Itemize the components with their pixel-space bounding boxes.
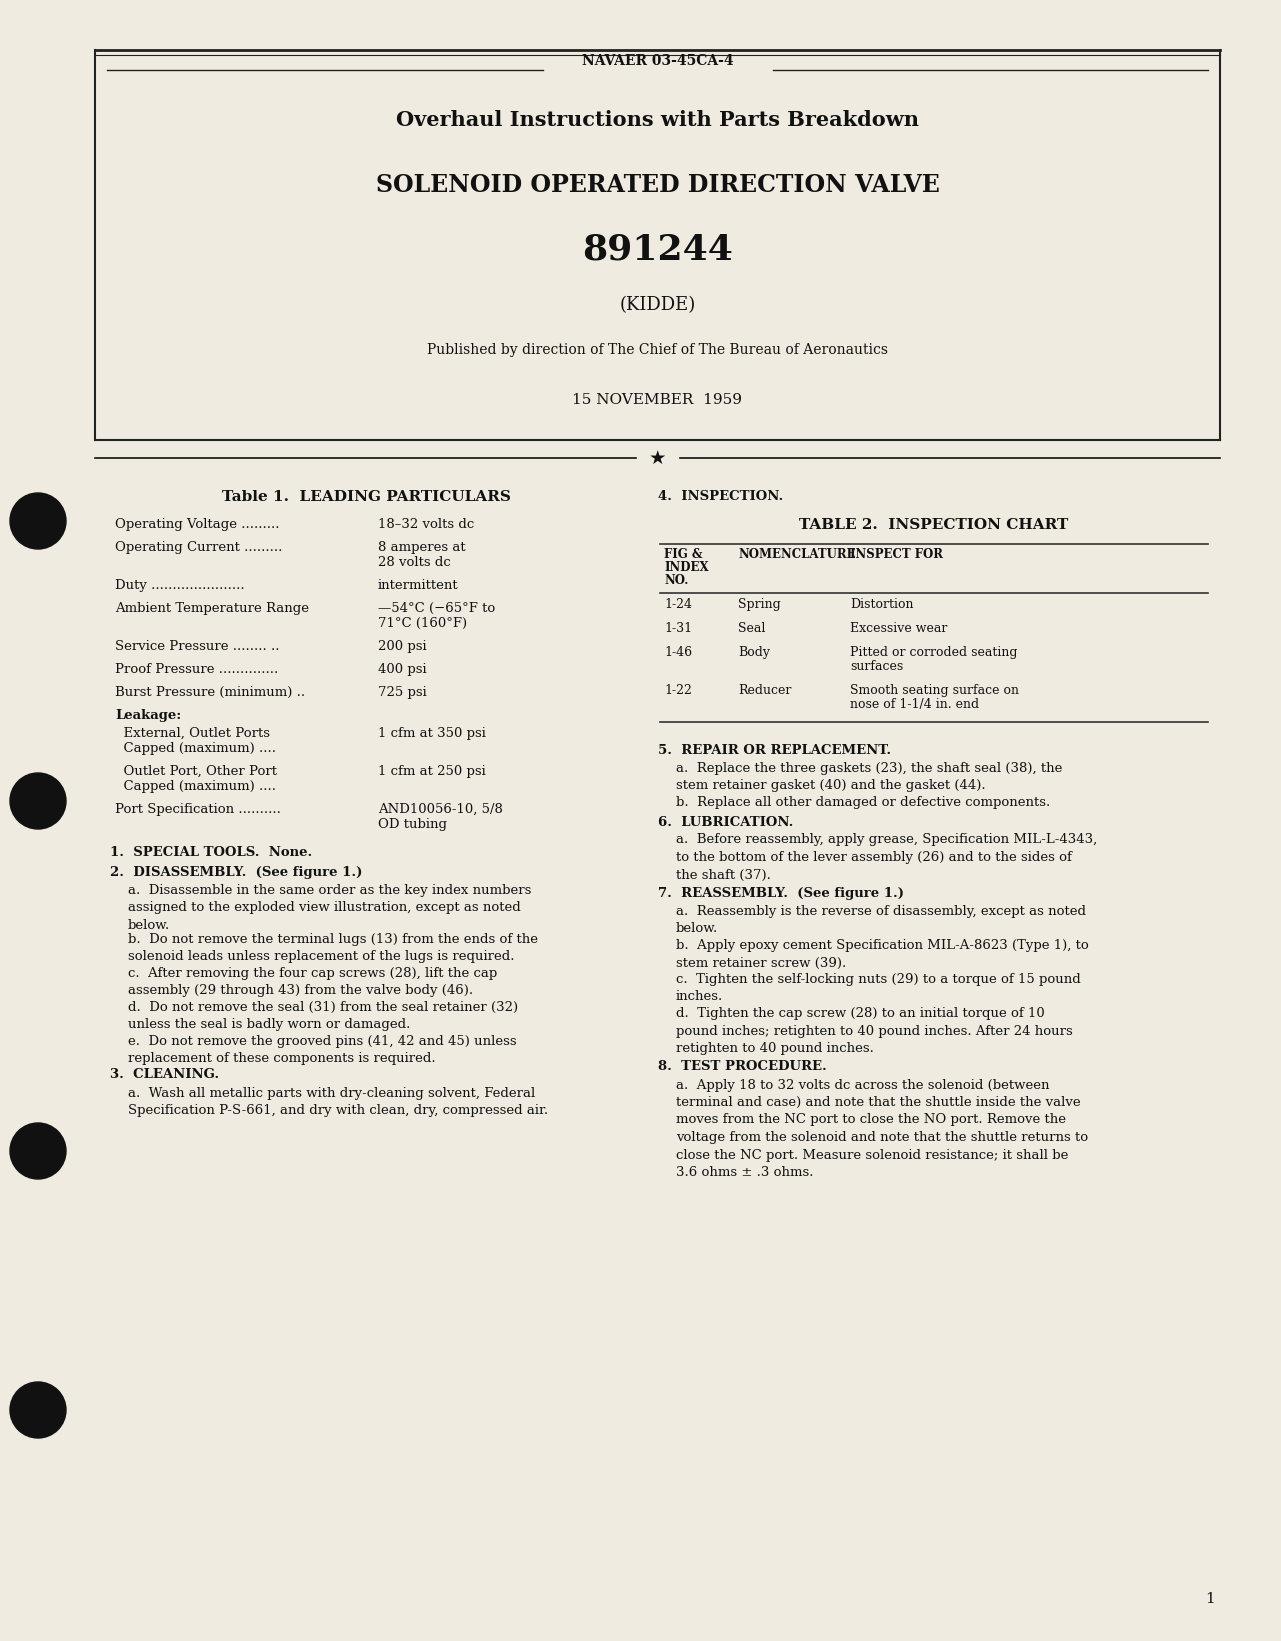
Text: External, Outlet Ports: External, Outlet Ports: [115, 727, 270, 740]
Text: intermittent: intermittent: [378, 579, 459, 592]
Text: a.  Before reassembly, apply grease, Specification MIL-L-4343,
to the bottom of : a. Before reassembly, apply grease, Spec…: [676, 834, 1098, 881]
Text: (KIDDE): (KIDDE): [620, 295, 696, 313]
Text: b.  Apply epoxy cement Specification MIL-A-8623 (Type 1), to
stem retainer screw: b. Apply epoxy cement Specification MIL-…: [676, 939, 1089, 970]
Text: Burst Pressure (minimum) ..: Burst Pressure (minimum) ..: [115, 686, 305, 699]
Text: Service Pressure ........ ..: Service Pressure ........ ..: [115, 640, 279, 653]
Text: Leakage:: Leakage:: [115, 709, 181, 722]
Text: Spring: Spring: [738, 597, 780, 610]
Text: 6.  LUBRICATION.: 6. LUBRICATION.: [658, 816, 793, 829]
Text: Duty ......................: Duty ......................: [115, 579, 245, 592]
Text: Operating Current .........: Operating Current .........: [115, 542, 282, 555]
Text: 8 amperes at: 8 amperes at: [378, 542, 465, 555]
Text: FIG &: FIG &: [664, 548, 702, 561]
Text: —54°C (−65°F to: —54°C (−65°F to: [378, 602, 496, 615]
Text: a.  Wash all metallic parts with dry-cleaning solvent, Federal
Specification P-S: a. Wash all metallic parts with dry-clea…: [128, 1086, 548, 1118]
Text: Capped (maximum) ....: Capped (maximum) ....: [115, 742, 275, 755]
Text: 1-24: 1-24: [664, 597, 692, 610]
Text: 15 NOVEMBER  1959: 15 NOVEMBER 1959: [573, 392, 743, 407]
Text: NO.: NO.: [664, 574, 688, 587]
Text: 3.  CLEANING.: 3. CLEANING.: [110, 1068, 219, 1081]
Text: 5.  REPAIR OR REPLACEMENT.: 5. REPAIR OR REPLACEMENT.: [658, 743, 892, 757]
Circle shape: [10, 1382, 67, 1438]
Text: Port Specification ..........: Port Specification ..........: [115, 802, 281, 816]
Text: a.  Replace the three gaskets (23), the shaft seal (38), the
stem retainer gaske: a. Replace the three gaskets (23), the s…: [676, 761, 1062, 793]
Text: NAVAER 03-45CA-4: NAVAER 03-45CA-4: [582, 54, 733, 67]
Circle shape: [10, 492, 67, 550]
Text: NOMENCLATURE: NOMENCLATURE: [738, 548, 856, 561]
Text: INSPECT FOR: INSPECT FOR: [851, 548, 943, 561]
Text: Body: Body: [738, 647, 770, 660]
Text: 1 cfm at 250 psi: 1 cfm at 250 psi: [378, 765, 485, 778]
Text: ★: ★: [648, 448, 666, 468]
Text: Published by direction of The Chief of The Bureau of Aeronautics: Published by direction of The Chief of T…: [427, 343, 888, 358]
Text: Excessive wear: Excessive wear: [851, 622, 948, 635]
Text: 18–32 volts dc: 18–32 volts dc: [378, 519, 474, 532]
Text: AND10056-10, 5/8: AND10056-10, 5/8: [378, 802, 503, 816]
Text: OD tubing: OD tubing: [378, 817, 447, 830]
Text: 1-46: 1-46: [664, 647, 692, 660]
Text: Distortion: Distortion: [851, 597, 913, 610]
Text: INDEX: INDEX: [664, 561, 708, 574]
Text: Seal: Seal: [738, 622, 765, 635]
Circle shape: [10, 773, 67, 829]
Text: Capped (maximum) ....: Capped (maximum) ....: [115, 779, 275, 793]
Text: 4.  INSPECTION.: 4. INSPECTION.: [658, 491, 783, 504]
Text: 1 cfm at 350 psi: 1 cfm at 350 psi: [378, 727, 485, 740]
Text: 7.  REASSEMBLY.  (See figure 1.): 7. REASSEMBLY. (See figure 1.): [658, 888, 904, 899]
Text: Reducer: Reducer: [738, 684, 792, 697]
Text: b.  Do not remove the terminal lugs (13) from the ends of the
solenoid leads unl: b. Do not remove the terminal lugs (13) …: [128, 932, 538, 963]
Text: Proof Pressure ..............: Proof Pressure ..............: [115, 663, 278, 676]
Text: TABLE 2.  INSPECTION CHART: TABLE 2. INSPECTION CHART: [799, 519, 1068, 532]
Text: Smooth seating surface on: Smooth seating surface on: [851, 684, 1018, 697]
Text: a.  Disassemble in the same order as the key index numbers
assigned to the explo: a. Disassemble in the same order as the …: [128, 884, 532, 932]
Text: 891244: 891244: [582, 233, 733, 267]
Text: 28 volts dc: 28 volts dc: [378, 556, 451, 569]
Text: b.  Replace all other damaged or defective components.: b. Replace all other damaged or defectiv…: [676, 796, 1050, 809]
Text: Operating Voltage .........: Operating Voltage .........: [115, 519, 279, 532]
Text: Table 1.  LEADING PARTICULARS: Table 1. LEADING PARTICULARS: [222, 491, 511, 504]
Text: SOLENOID OPERATED DIRECTION VALVE: SOLENOID OPERATED DIRECTION VALVE: [375, 172, 939, 197]
Text: e.  Do not remove the grooved pins (41, 42 and 45) unless
replacement of these c: e. Do not remove the grooved pins (41, 4…: [128, 1034, 516, 1065]
Text: a.  Apply 18 to 32 volts dc across the solenoid (between
terminal and case) and : a. Apply 18 to 32 volts dc across the so…: [676, 1078, 1088, 1178]
Text: 1-22: 1-22: [664, 684, 692, 697]
Text: 1-31: 1-31: [664, 622, 692, 635]
Text: d.  Tighten the cap screw (28) to an initial torque of 10
pound inches; retighte: d. Tighten the cap screw (28) to an init…: [676, 1008, 1072, 1055]
Text: Pitted or corroded seating: Pitted or corroded seating: [851, 647, 1017, 660]
Text: 400 psi: 400 psi: [378, 663, 427, 676]
Text: surfaces: surfaces: [851, 660, 903, 673]
Text: 1: 1: [1205, 1592, 1214, 1607]
Text: 725 psi: 725 psi: [378, 686, 427, 699]
Text: 2.  DISASSEMBLY.  (See figure 1.): 2. DISASSEMBLY. (See figure 1.): [110, 866, 363, 880]
Text: c.  Tighten the self-locking nuts (29) to a torque of 15 pound
inches.: c. Tighten the self-locking nuts (29) to…: [676, 973, 1081, 1004]
Circle shape: [10, 1122, 67, 1178]
Text: Ambient Temperature Range: Ambient Temperature Range: [115, 602, 309, 615]
Text: 8.  TEST PROCEDURE.: 8. TEST PROCEDURE.: [658, 1060, 826, 1073]
Text: d.  Do not remove the seal (31) from the seal retainer (32)
unless the seal is b: d. Do not remove the seal (31) from the …: [128, 1001, 518, 1031]
Text: Overhaul Instructions with Parts Breakdown: Overhaul Instructions with Parts Breakdo…: [396, 110, 918, 130]
Text: 200 psi: 200 psi: [378, 640, 427, 653]
Text: a.  Reassembly is the reverse of disassembly, except as noted
below.: a. Reassembly is the reverse of disassem…: [676, 904, 1086, 935]
Text: nose of 1-1/4 in. end: nose of 1-1/4 in. end: [851, 697, 979, 711]
Text: c.  After removing the four cap screws (28), lift the cap
assembly (29 through 4: c. After removing the four cap screws (2…: [128, 967, 497, 998]
Text: 1.  SPECIAL TOOLS.  None.: 1. SPECIAL TOOLS. None.: [110, 847, 313, 858]
Text: Outlet Port, Other Port: Outlet Port, Other Port: [115, 765, 277, 778]
Text: 71°C (160°F): 71°C (160°F): [378, 617, 468, 630]
